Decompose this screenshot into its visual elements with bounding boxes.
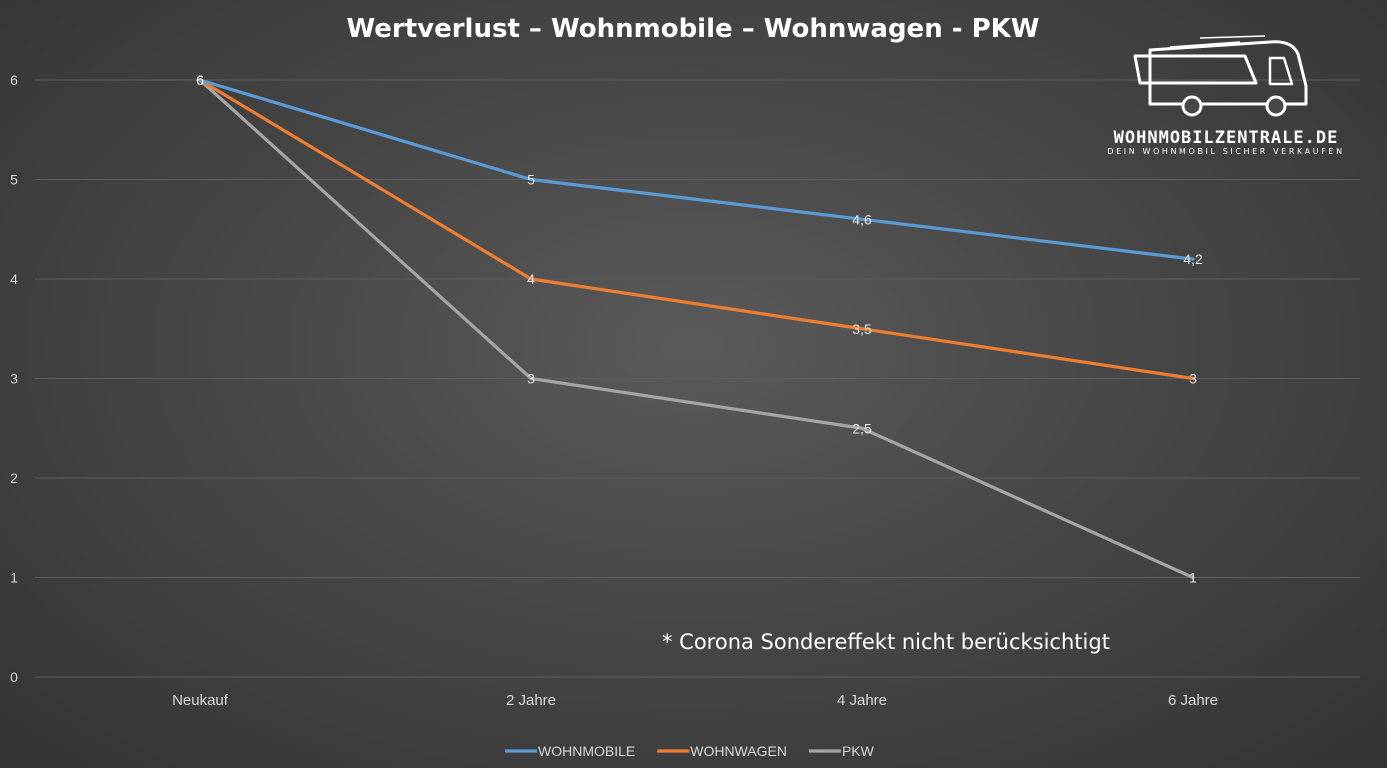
x-tick-label: Neukauf: [172, 692, 229, 709]
y-tick-label: 3: [10, 371, 18, 387]
data-label: 4: [527, 271, 535, 287]
series-lines: [198, 78, 1195, 580]
y-tick-label: 4: [10, 271, 18, 287]
data-label: 3: [1189, 371, 1197, 387]
x-axis-ticks: Neukauf 2 Jahre 4 Jahre 6 Jahre: [172, 692, 1218, 709]
gridlines: [35, 79, 1360, 678]
data-label: 3: [527, 371, 535, 387]
logo: WOHNMOBILZENTRALE.DE DEIN WOHNMOBIL SICH…: [1107, 35, 1344, 156]
data-label: 6: [196, 72, 204, 88]
series-line-pkw: [198, 78, 1195, 580]
series-line-wohnmobile: [198, 78, 1195, 261]
data-label: 1: [1189, 570, 1197, 586]
legend: WOHNMOBILE WOHNWAGEN PKW: [505, 743, 875, 759]
chart-title: Wertverlust – Wohnmobile – Wohnwagen - P…: [347, 14, 1040, 44]
y-tick-label: 0: [10, 669, 18, 685]
logo-tagline: DEIN WOHNMOBIL SICHER VERKAUFEN: [1107, 147, 1344, 156]
data-label: 4,2: [1183, 251, 1203, 267]
x-tick-label: 6 Jahre: [1168, 692, 1218, 709]
chart-annotation: * Corona Sondereffekt nicht berücksichti…: [662, 630, 1110, 654]
data-label: 6: [196, 72, 204, 88]
data-label: 2,5: [852, 420, 872, 436]
data-label: 4,6: [852, 211, 872, 227]
y-tick-label: 5: [10, 172, 18, 188]
data-label: 3,5: [852, 321, 872, 337]
data-label: 6: [196, 72, 204, 88]
y-tick-label: 1: [10, 570, 18, 586]
logo-name: WOHNMOBILZENTRALE.DE: [1114, 128, 1339, 148]
data-label: 5: [527, 172, 535, 188]
y-tick-label: 2: [10, 470, 18, 486]
y-tick-label: 6: [10, 72, 18, 88]
series-line-wohnwagen: [198, 78, 1195, 381]
camper-van-icon: [1133, 35, 1308, 117]
legend-entry: WOHNMOBILE: [538, 743, 635, 759]
x-tick-label: 2 Jahre: [506, 692, 556, 709]
x-tick-label: 4 Jahre: [837, 692, 887, 709]
legend-entry: PKW: [842, 743, 875, 759]
legend-entry: WOHNWAGEN: [690, 743, 787, 759]
y-axis-ticks: 0 1 2 3 4 5 6: [10, 72, 18, 685]
